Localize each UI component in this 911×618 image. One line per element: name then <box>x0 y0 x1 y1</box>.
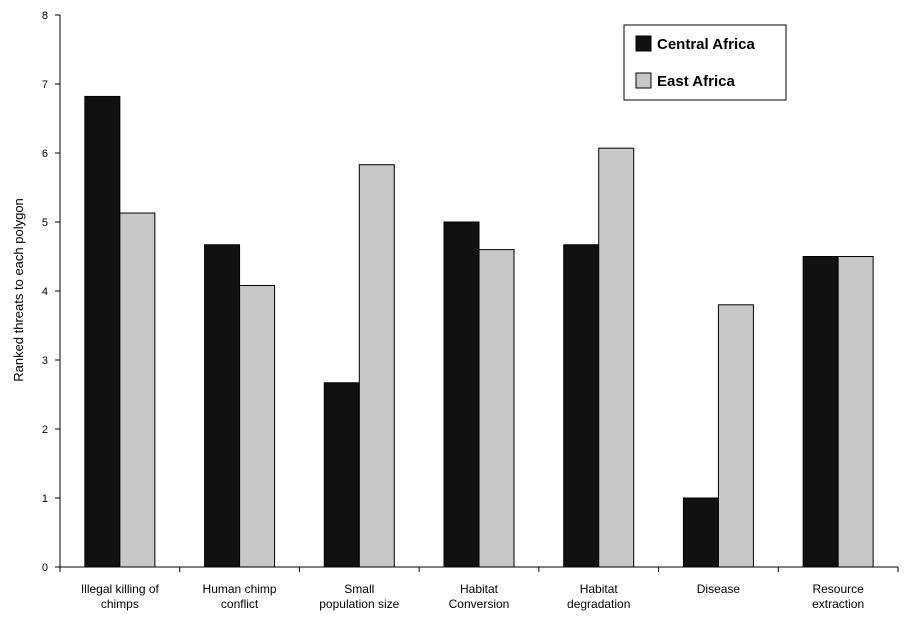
legend: Central Africa East Africa <box>623 24 787 101</box>
x-category-label: Resource extraction <box>812 582 864 611</box>
bar-east-africa-3 <box>478 249 515 568</box>
y-tick-label: 5 <box>42 217 48 229</box>
y-tick-label: 1 <box>42 493 48 505</box>
y-tick-label: 3 <box>42 355 48 367</box>
x-category-label: Small population size <box>319 582 399 611</box>
x-category-label: Illegal killing of chimps <box>81 582 160 611</box>
bar-central-africa-0 <box>84 95 121 568</box>
y-ticks-layer: 0 1 2 3 4 5 6 7 8 <box>42 10 60 574</box>
bar-central-africa-1 <box>204 244 241 568</box>
bar-central-africa-5 <box>682 497 719 568</box>
y-tick-label: 7 <box>42 79 48 91</box>
bar-central-africa-2 <box>323 382 360 568</box>
x-category-label: Habitat Conversion <box>449 582 510 611</box>
x-category-label: Disease <box>697 582 741 596</box>
x-category-label: Human chimp conflict <box>203 582 277 611</box>
legend-swatch-central-africa <box>635 35 652 52</box>
bar-central-africa-3 <box>443 221 480 568</box>
legend-swatch-east-africa <box>635 72 652 89</box>
x-category-label: Habitat degradation <box>567 582 630 611</box>
y-tick-label: 0 <box>42 562 48 574</box>
y-tick-label: 2 <box>42 424 48 436</box>
bar-east-africa-0 <box>119 212 156 568</box>
bar-central-africa-6 <box>802 256 839 568</box>
bar-central-africa-4 <box>563 244 600 568</box>
y-tick-label: 4 <box>42 286 48 298</box>
legend-label-east-africa: East Africa <box>657 73 735 90</box>
bar-east-africa-5 <box>717 304 754 568</box>
x-categories-layer: Illegal killing of chimps Human chimp confl… <box>59 567 899 611</box>
bars-layer <box>84 95 874 568</box>
bar-east-africa-6 <box>837 256 874 568</box>
y-tick-label: 6 <box>42 148 48 160</box>
bar-east-africa-4 <box>598 147 635 568</box>
legend-label-central-africa: Central Africa <box>657 36 755 53</box>
bar-east-africa-2 <box>358 164 395 568</box>
y-tick-label: 8 <box>42 10 48 22</box>
y-axis-label: Ranked threats to each polygon <box>11 198 26 382</box>
bar-east-africa-1 <box>239 284 276 568</box>
